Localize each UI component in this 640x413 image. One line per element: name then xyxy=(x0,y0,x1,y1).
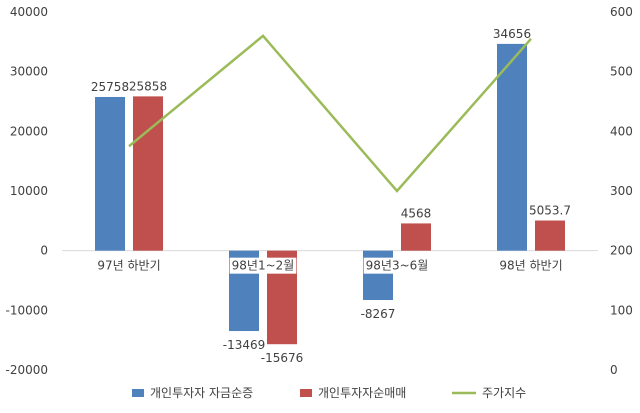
legend-swatch xyxy=(300,389,312,397)
x-category-label: 97년 하반기 xyxy=(97,259,160,273)
y-right-tick-label: 400 xyxy=(610,124,633,138)
bar-data-label: -15676 xyxy=(261,351,304,365)
bar-data-label: 25758 xyxy=(91,80,129,94)
legend-label: 주가지수 xyxy=(482,386,526,400)
line-path xyxy=(128,34,532,193)
bar-data-label: 5053.7 xyxy=(529,204,571,218)
y-right-tick-label: 100 xyxy=(610,303,633,317)
legend-label: 개인투자자순매매 xyxy=(318,386,406,400)
bar-data-label: -8267 xyxy=(361,307,396,321)
y-left-tick-label: 0 xyxy=(40,244,48,258)
bar xyxy=(535,220,565,251)
line-series xyxy=(128,34,532,193)
bar xyxy=(401,223,431,251)
data-labels: 25758 -13469 -8267 34656 25858 -15676 4568 5053… xyxy=(91,27,571,365)
bar-data-label: -13469 xyxy=(223,338,266,352)
y-right-tick-label: 0 xyxy=(610,363,618,377)
category-label-bg xyxy=(363,257,431,274)
y-left-tick-label: 40000 xyxy=(10,5,48,19)
bar xyxy=(95,96,125,251)
legend-swatch xyxy=(132,389,144,397)
y-left-tick-label: 10000 xyxy=(10,184,48,198)
bar xyxy=(133,96,163,251)
legend-label: 개인투자자 자금순증 xyxy=(150,386,253,400)
y-left-tick-label: -10000 xyxy=(5,303,48,317)
x-category-label: 98년 하반기 xyxy=(499,259,562,273)
y-right-tick-label: 200 xyxy=(610,244,633,258)
y-left-tick-label: -20000 xyxy=(5,363,48,377)
y-left-tick-label: 20000 xyxy=(10,124,48,138)
y-right-tick-label: 300 xyxy=(610,184,633,198)
x-category-label: 98년1~2월 xyxy=(232,259,295,273)
legend: 개인투자자 자금순증 개인투자자순매매 주가지수 xyxy=(132,386,526,400)
category-label-bg xyxy=(229,257,297,274)
category-label-bg xyxy=(95,257,163,274)
y-left-tick-label: 30000 xyxy=(10,65,48,79)
bar-data-label: 34656 xyxy=(493,27,531,41)
bar xyxy=(497,43,527,251)
y-right-tick-label: 600 xyxy=(610,5,633,19)
x-category-label: 98년3~6월 xyxy=(366,259,429,273)
bar-data-label: 4568 xyxy=(401,206,432,220)
y-right-tick-label: 500 xyxy=(610,65,633,79)
category-label-bg xyxy=(497,257,565,274)
bar-data-label: 25858 xyxy=(129,79,167,93)
